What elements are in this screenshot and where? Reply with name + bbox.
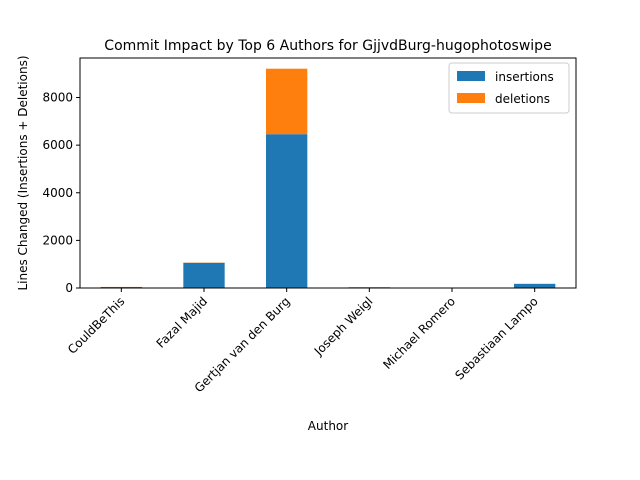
y-axis-label: Lines Changed (Insertions + Deletions) [16, 55, 30, 290]
chart-title: Commit Impact by Top 6 Authors for Gjjvd… [104, 38, 551, 54]
y-tick-label: 4000 [42, 186, 73, 200]
x-tick-label: CouldBeThis [65, 294, 128, 357]
legend-label-deletions: deletions [495, 92, 550, 106]
y-tick-label: 2000 [42, 233, 73, 247]
x-tick-label: Sebastiaan Lampo [452, 294, 540, 382]
y-tick-label: 0 [65, 281, 73, 295]
legend: insertions deletions [448, 62, 570, 114]
legend-label-insertions: insertions [495, 70, 554, 84]
bar-insertions [266, 134, 308, 288]
x-tick-label: Fazal Majid [154, 294, 211, 351]
bar-deletions [266, 68, 308, 135]
y-tick-label: 8000 [42, 91, 73, 105]
y-tick-label: 6000 [42, 138, 73, 152]
x-axis-label: Author [308, 419, 348, 433]
x-tick-label: Gertjan van den Burg [192, 294, 293, 395]
bars-group [100, 68, 556, 288]
legend-swatch-insertions [457, 71, 485, 81]
bar-insertions [183, 262, 225, 288]
x-tick-label: Joseph Weigl [311, 294, 376, 359]
bar-insertions [514, 283, 556, 288]
legend-swatch-deletions [457, 93, 485, 103]
x-tick-label: Michael Romero [380, 294, 458, 372]
y-axis: 0 2000 4000 6000 8000 [42, 91, 80, 295]
plot-frame [79, 57, 577, 289]
